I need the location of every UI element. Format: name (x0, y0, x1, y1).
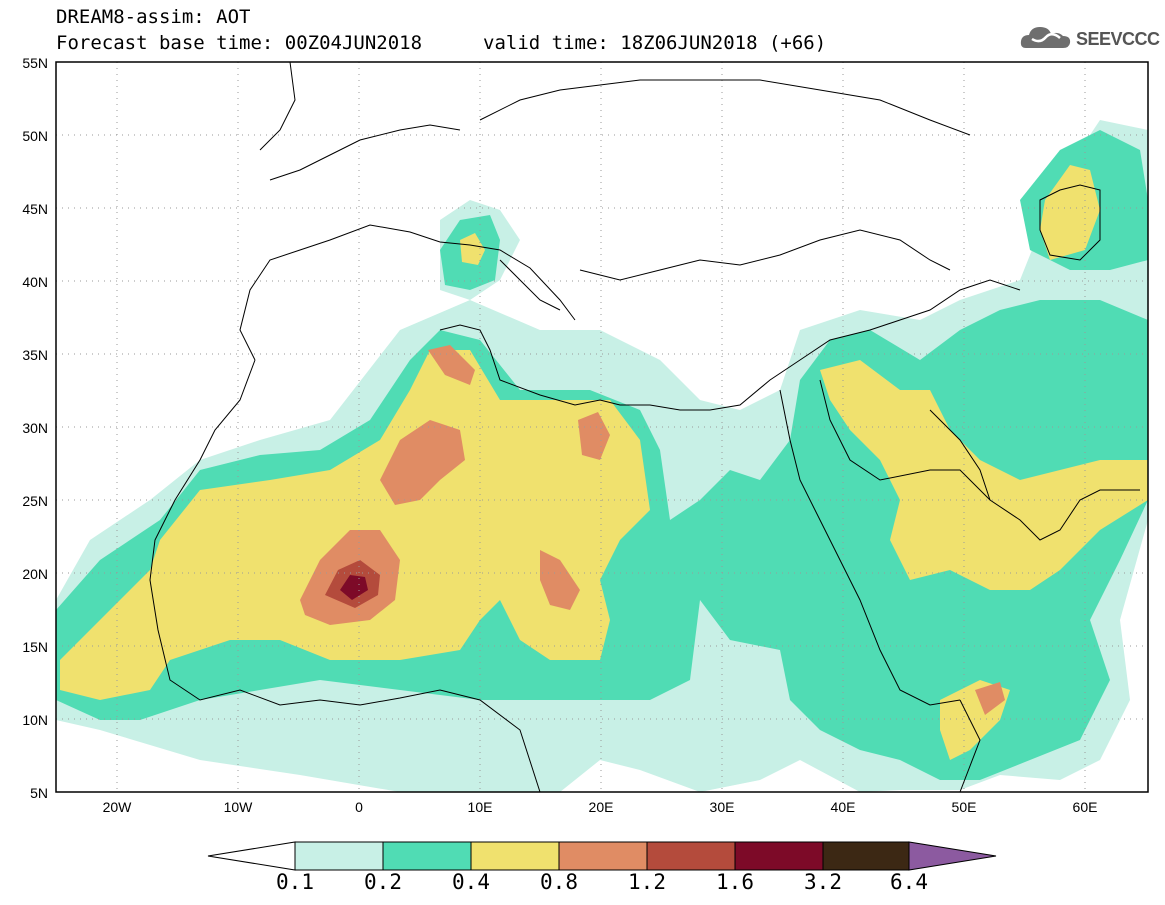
colorbar-swatch (382, 841, 472, 871)
aot-shading (56, 120, 1148, 792)
colorbar-label: 0.8 (540, 870, 578, 894)
colorbar-label: 0.1 (276, 870, 314, 894)
coastlines (149, 62, 1140, 792)
colorbar-swatch (558, 841, 648, 871)
colorbar-over-arrow (908, 841, 997, 871)
aot-band-0-8-d (540, 550, 580, 610)
colorbar-swatch (822, 841, 910, 871)
aot-band-0-8-f (975, 682, 1005, 715)
lat-label: 55N (22, 55, 48, 71)
colorbar-label: 1.6 (716, 870, 754, 894)
colorbar-label: 1.2 (628, 870, 666, 894)
aot-band-0-8 (380, 420, 465, 505)
aot-band-0-8-e (428, 345, 475, 385)
colorbar-label: 0.2 (364, 870, 402, 894)
forecast-base-time: Forecast base time: 00Z04JUN2018 (56, 32, 423, 54)
cloud-icon (1020, 27, 1071, 48)
colorbar-swatch (470, 841, 560, 871)
colorbar (207, 841, 997, 871)
lon-label: 50E (951, 799, 977, 815)
map-title: DREAM8-assim: AOT (56, 6, 251, 28)
lat-label: 35N (22, 347, 48, 363)
aot-band-0-4 (60, 350, 650, 700)
map-grid (56, 62, 1148, 792)
lat-label: 45N (22, 201, 48, 217)
lat-label: 20N (22, 566, 48, 582)
colorbar-swatch (646, 841, 736, 871)
lon-label: 60E (1072, 799, 1098, 815)
lat-label: 10N (22, 712, 48, 728)
aot-band-1-6 (340, 575, 368, 600)
colorbar-label: 6.4 (890, 870, 928, 894)
colorbar-label: 3.2 (804, 870, 842, 894)
lon-label: 20W (102, 799, 132, 815)
lat-label: 50N (22, 128, 48, 144)
logo-text: SEEVCCC (1076, 29, 1160, 49)
aot-band-0-4-arabia (820, 360, 1148, 590)
colorbar-label: 0.4 (452, 870, 490, 894)
valid-time: valid time: 18Z06JUN2018 (+66) (483, 32, 827, 54)
aot-band-0-4-sardinia (460, 233, 485, 265)
seevccc-logo: SEEVCCC (1018, 22, 1160, 54)
lat-label: 25N (22, 493, 48, 509)
lon-label: 10E (467, 799, 493, 815)
lon-label: 10W (223, 799, 253, 815)
lon-label: 20E (588, 799, 614, 815)
colorbar-under-arrow (207, 841, 296, 871)
lon-label: 40E (830, 799, 856, 815)
colorbar-swatch (294, 841, 384, 871)
lat-label: 5N (30, 785, 48, 801)
lon-label: 30E (709, 799, 735, 815)
lat-label: 40N (22, 274, 48, 290)
aot-band-0-8-c (578, 412, 610, 460)
colorbar-swatch (734, 841, 824, 871)
lon-label: 0 (355, 799, 363, 815)
lat-label: 30N (22, 420, 48, 436)
lat-label: 15N (22, 639, 48, 655)
